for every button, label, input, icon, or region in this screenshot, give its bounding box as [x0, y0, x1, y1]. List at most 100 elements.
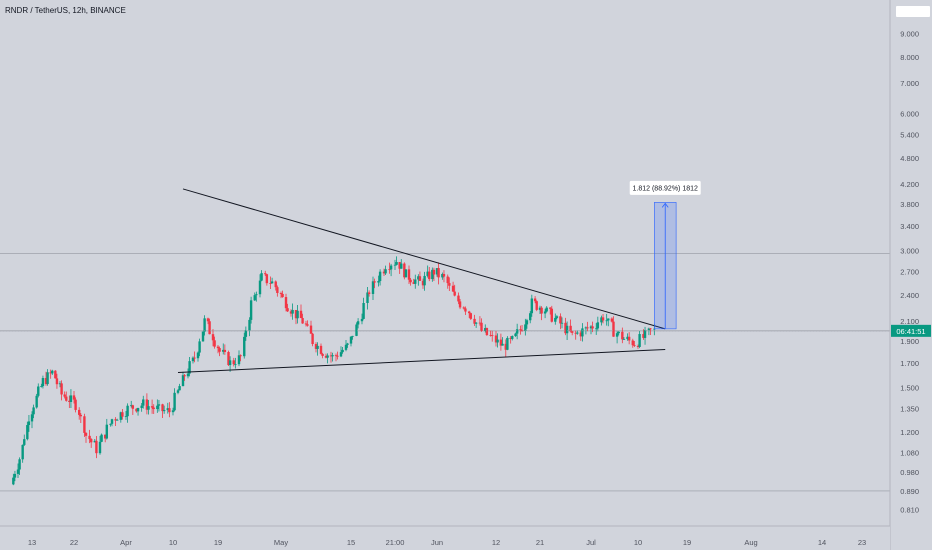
candle-body [269, 283, 272, 284]
candle-body [60, 383, 63, 395]
candle-body [114, 419, 117, 421]
candle-body [550, 308, 553, 322]
candle-body [617, 331, 620, 334]
candle-body [109, 423, 112, 425]
candle-body [543, 311, 547, 314]
candle-body [473, 318, 476, 324]
candle-body [600, 317, 603, 323]
candle-body [12, 477, 15, 485]
current-price-tag [891, 324, 931, 337]
candle-body [41, 378, 45, 387]
candle-body [72, 395, 76, 400]
candle-body [554, 317, 557, 322]
symbol-title: RNDR / TetherUS, 12h, BINANCE [5, 6, 126, 15]
candle-body [93, 440, 96, 443]
candle-body [249, 300, 253, 320]
candle-body [181, 375, 185, 387]
candle-body [156, 405, 159, 410]
candle-body [126, 405, 129, 417]
candle-body [130, 405, 133, 407]
y-tick-label: 4.800 [900, 154, 919, 163]
candle-body [377, 281, 380, 283]
candle-body [418, 276, 422, 281]
candle-body [404, 269, 408, 278]
candle-body [157, 404, 161, 406]
candle-body [88, 435, 91, 440]
candle-body [243, 336, 246, 357]
x-tick-label: Aug [744, 538, 757, 547]
candle-body [448, 283, 451, 286]
candle-body [647, 328, 651, 331]
candle-body [264, 273, 267, 275]
candle-body [314, 344, 318, 349]
y-tick-label: 3.800 [900, 200, 919, 209]
x-tick-label: 19 [683, 538, 691, 547]
candle-body [161, 404, 164, 412]
candle-body [453, 291, 456, 296]
candle-body [196, 352, 200, 359]
candle-body [183, 375, 186, 377]
candle-body [435, 268, 439, 275]
candle-body [286, 308, 289, 312]
candle-body [520, 329, 524, 331]
candle-body [171, 410, 175, 413]
candle-body [441, 274, 444, 278]
candle-body [100, 434, 103, 442]
candle-body [360, 318, 364, 322]
candle-body [152, 407, 155, 410]
candle-body [574, 332, 577, 334]
candle-body [511, 336, 514, 339]
y-tick-label: 0.980 [900, 468, 919, 477]
candle-body [244, 330, 248, 337]
x-tick-label: 19 [214, 538, 222, 547]
measure-tool: 1.812 (88.92%) 1812 [628, 179, 702, 330]
candle-body [515, 329, 519, 334]
candle-body [274, 281, 277, 288]
candle-body [530, 298, 534, 314]
candle-body [564, 322, 567, 334]
x-tick-label: 21 [536, 538, 544, 547]
candle-body [289, 311, 293, 314]
candle-body [265, 274, 269, 284]
candle-body [104, 434, 107, 439]
candle-body [451, 285, 455, 292]
candle-body [105, 424, 108, 439]
candle-body [168, 408, 171, 413]
candle-body [496, 339, 499, 343]
candle-body [524, 324, 527, 331]
candle-body [367, 292, 371, 294]
candle-body [23, 439, 26, 445]
candle-body [78, 409, 81, 415]
candle-body [306, 324, 309, 326]
candle-body [560, 322, 564, 324]
candle-body [296, 310, 299, 319]
candle-body [501, 343, 504, 346]
candle-body [525, 320, 529, 325]
candle-body [176, 390, 180, 393]
candle-body [464, 308, 467, 312]
candle-body [131, 405, 135, 409]
candle-body [437, 268, 440, 278]
candle-body [227, 352, 230, 366]
candle-body [388, 269, 391, 271]
price-axis-bg [890, 0, 932, 550]
candle-body [549, 307, 552, 309]
candle-body [74, 399, 77, 410]
time-axis-bg [0, 526, 890, 550]
trendlines [177, 188, 666, 373]
x-tick-label: Jul [586, 538, 596, 547]
candle-body [412, 282, 415, 284]
candle-body [58, 383, 62, 385]
candle-body [69, 395, 73, 402]
candle-body [346, 343, 349, 345]
candle-body [395, 262, 398, 265]
candle-body [428, 271, 431, 280]
candle-body [299, 310, 303, 319]
y-tick-label: 9.000 [900, 29, 919, 38]
horizontal-levels [0, 252, 890, 492]
candle-body [79, 414, 82, 417]
candle-body [423, 275, 426, 286]
candle-body [484, 328, 487, 331]
